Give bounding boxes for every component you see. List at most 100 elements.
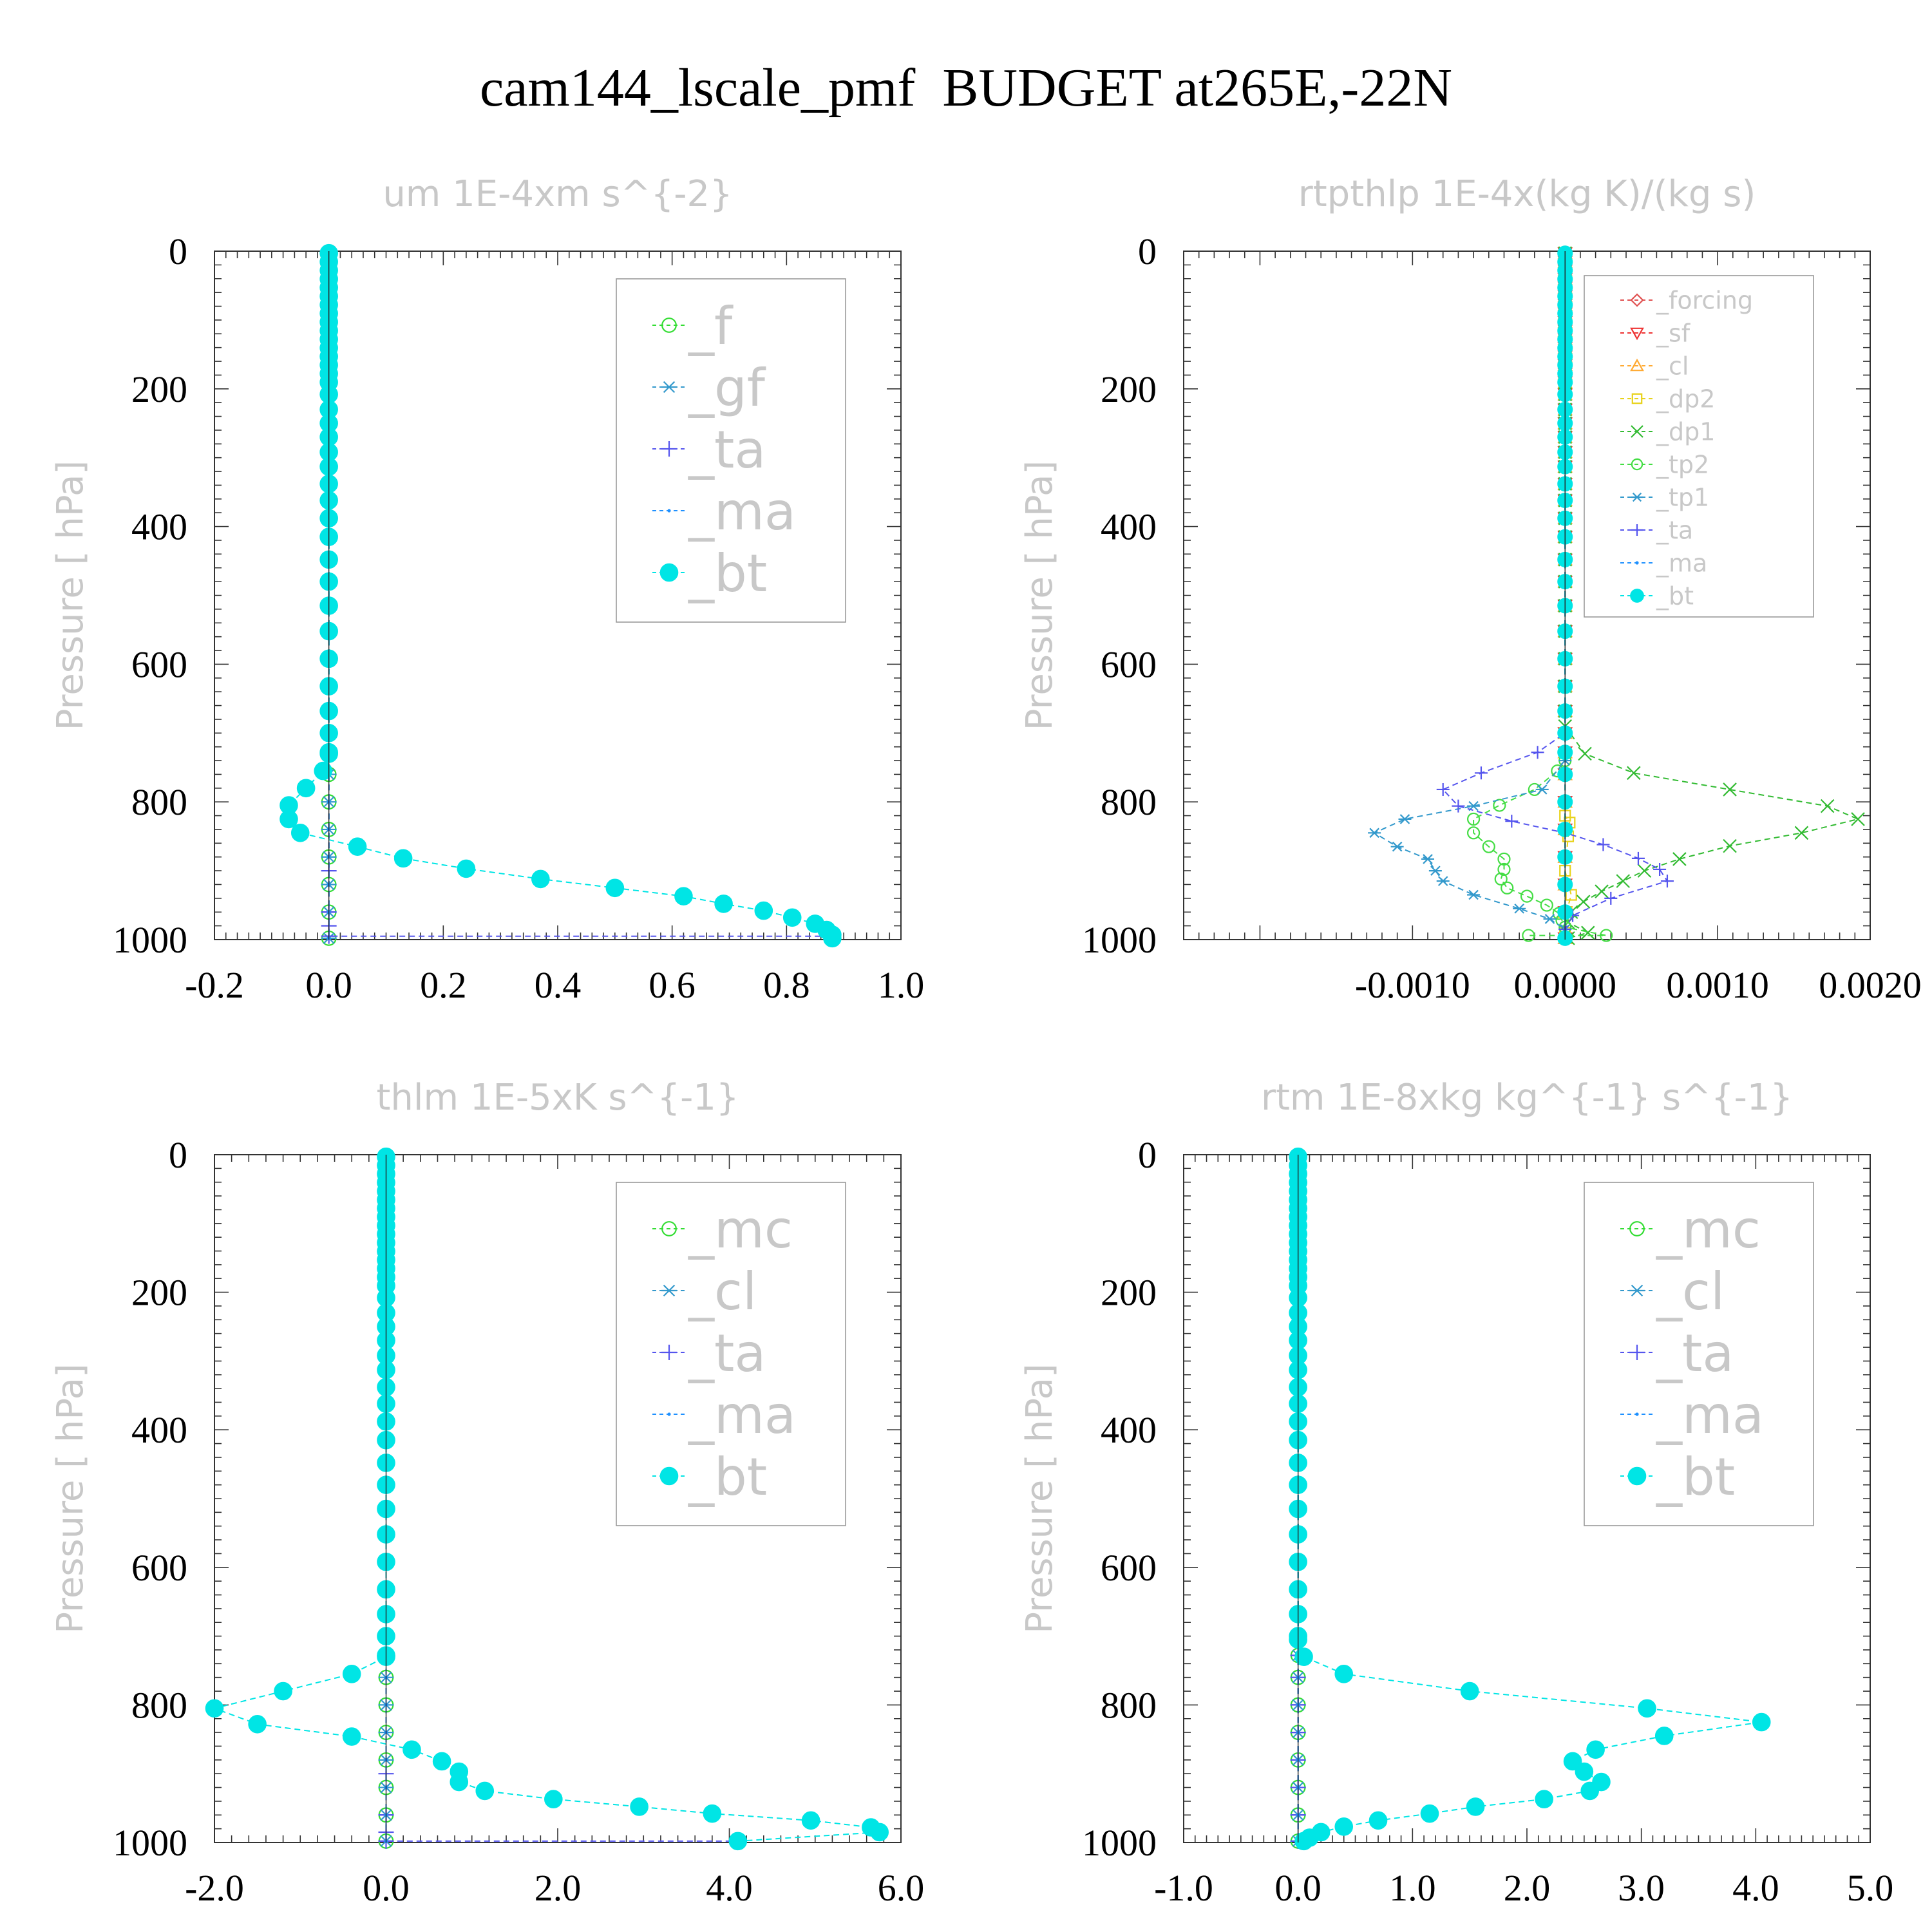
figure-title: cam144_lscale_pmf BUDGET at265E,-22N — [479, 58, 1453, 118]
legend: _mc_cl_ta_ma_bt — [1584, 1182, 1814, 1526]
data-point — [1543, 914, 1557, 924]
data-point — [1493, 799, 1506, 812]
panel-3: thlm 1E-5xK s^{-1} Pressure [ hPa] 0 200 400… — [50, 1077, 924, 1909]
data-point — [1294, 1647, 1313, 1666]
y-tick-label: 1000 — [113, 1822, 187, 1864]
data-point — [1600, 929, 1613, 942]
data-point — [1421, 854, 1435, 864]
legend-label: _tp2 — [1656, 451, 1709, 479]
data-point — [1576, 895, 1591, 909]
data-point — [1575, 1762, 1594, 1781]
legend-box — [616, 278, 846, 623]
legend-marker — [661, 317, 677, 333]
data-point — [432, 1752, 451, 1771]
y-tick-label: 800 — [1101, 1684, 1157, 1726]
legend-label: _gf — [688, 358, 766, 418]
y-tick-label: 600 — [131, 643, 187, 685]
x-tick-label: 1.0 — [878, 964, 925, 1006]
legend-marker — [661, 1284, 677, 1297]
legend-marker — [1631, 425, 1643, 438]
legend-label: _dp1 — [1656, 418, 1715, 446]
legend-label: _cl — [688, 1262, 757, 1321]
y-axis-label: Pressure [ hPa] — [1019, 460, 1061, 730]
x-tick-label: 4.0 — [1732, 1867, 1779, 1909]
data-point — [1580, 925, 1595, 940]
panel-1: um 1E-4xm s^{-2} Pressure [ hPa] 0 200 400 60… — [50, 173, 924, 1006]
data-point — [1638, 1699, 1656, 1718]
data-point — [475, 1781, 495, 1801]
data-point — [1368, 1811, 1388, 1830]
x-tick-label: 5.0 — [1847, 1867, 1894, 1909]
x-tick-label: -1.0 — [1154, 1867, 1213, 1909]
data-point — [1466, 826, 1481, 840]
x-tick-label: 0.8 — [763, 964, 810, 1006]
legend-label: _mc — [1656, 1200, 1761, 1260]
legend-marker — [1631, 458, 1643, 471]
data-point — [1604, 891, 1618, 905]
legend-label: _ta — [1656, 1323, 1734, 1383]
data-point — [1398, 814, 1412, 824]
data-point — [801, 1811, 820, 1830]
y-tick-label: 1000 — [1082, 1822, 1157, 1864]
data-point — [1428, 866, 1442, 876]
data-point — [605, 878, 625, 898]
x-tick-label: 4.0 — [706, 1867, 753, 1909]
legend-label: _ma — [1656, 1385, 1764, 1445]
legend-marker — [661, 381, 677, 393]
y-axis-label: Pressure [ hPa] — [50, 460, 91, 730]
data-point — [1535, 784, 1549, 795]
y-tick-label: 1000 — [1082, 919, 1157, 961]
data-point — [402, 1740, 421, 1759]
data-point — [1294, 1832, 1313, 1851]
data-point — [1565, 889, 1577, 901]
data-point — [1436, 876, 1450, 886]
legend-label: _ma — [688, 482, 796, 542]
y-tick-label: 400 — [1101, 506, 1157, 548]
y-tick-label: 800 — [131, 1684, 187, 1726]
data-point — [290, 824, 310, 842]
legend-marker — [1630, 589, 1644, 603]
y-tick-label: 800 — [131, 781, 187, 823]
y-tick-label: 200 — [131, 1272, 187, 1314]
legend-marker — [661, 1221, 677, 1236]
data-point — [1578, 746, 1592, 761]
data-point — [248, 1715, 267, 1734]
data-point — [1540, 898, 1553, 912]
data-point — [1466, 812, 1481, 826]
legend: _mc_cl_ta_ma_bt — [616, 1182, 846, 1526]
legend-label: _f — [688, 296, 734, 356]
legend-marker — [1630, 293, 1644, 307]
data-point — [1474, 766, 1488, 780]
data-point — [1820, 799, 1835, 813]
legend-label: _tp1 — [1656, 484, 1709, 512]
y-tick-label: 800 — [1101, 781, 1157, 823]
data-point — [1334, 1665, 1354, 1683]
legend-label: _ta — [1656, 516, 1693, 545]
series-line — [1372, 253, 1566, 938]
legend-box — [616, 1182, 846, 1526]
data-point — [1672, 852, 1687, 866]
legend-label: _cl — [1656, 1262, 1725, 1321]
data-point — [348, 837, 367, 856]
data-point — [1452, 799, 1465, 813]
legend-label: _cl — [1656, 352, 1689, 381]
x-tick-label: 0.0010 — [1666, 964, 1769, 1006]
data-point — [1851, 812, 1865, 826]
legend: _forcing _sf _cl _dp2 _dp1 _tp2 _tp1 _ta _ma _bt — [1584, 275, 1814, 618]
data-point — [1637, 864, 1652, 878]
data-point — [1436, 782, 1450, 796]
legend-label: _ma — [1656, 549, 1707, 578]
legend-label: _bt — [688, 544, 767, 603]
y-tick-label: 600 — [131, 1547, 187, 1589]
legend-label: _ma — [688, 1385, 796, 1445]
data-point — [342, 1665, 361, 1683]
legend-marker — [1635, 1412, 1639, 1416]
legend-label: _ta — [688, 420, 766, 480]
series_tp1 — [1368, 248, 1572, 943]
legend-marker — [1627, 1466, 1647, 1486]
data-point — [1505, 815, 1519, 828]
x-tick-label: 3.0 — [1618, 1867, 1665, 1909]
y-tick-label: 600 — [1101, 643, 1157, 685]
legend-box — [1584, 1182, 1814, 1526]
y-tick-label: 200 — [1101, 1272, 1157, 1314]
